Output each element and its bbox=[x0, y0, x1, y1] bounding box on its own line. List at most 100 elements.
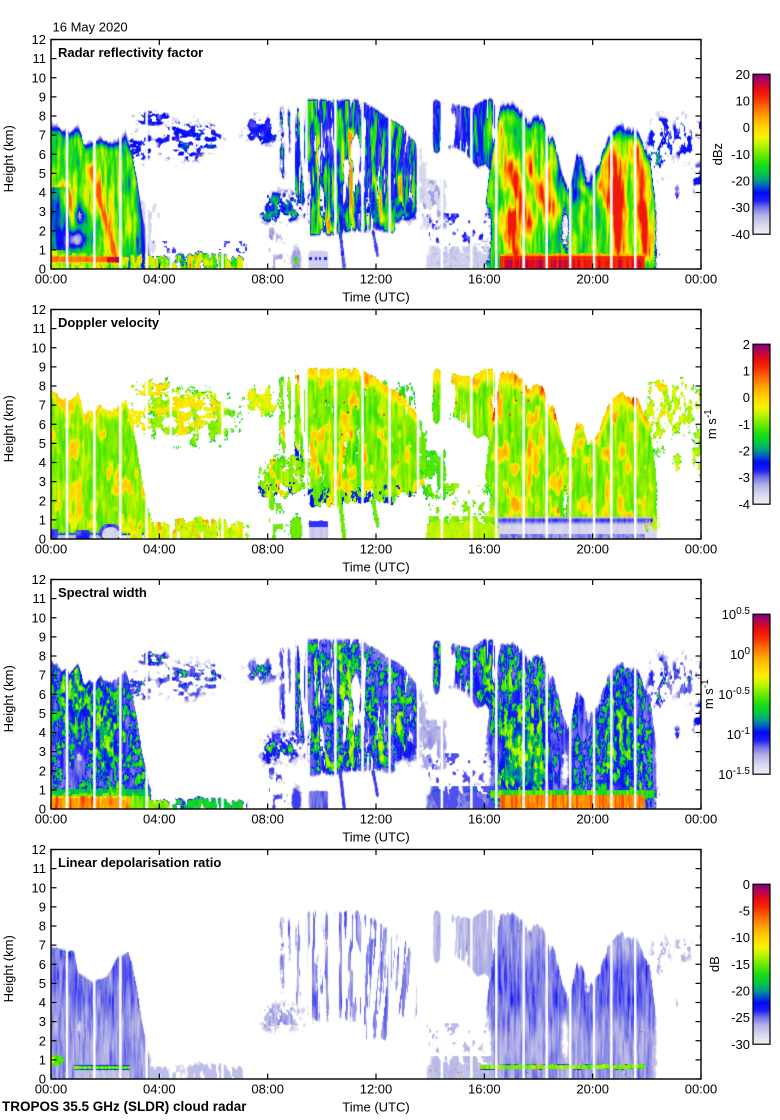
svg-text:7: 7 bbox=[39, 938, 46, 953]
svg-text:-15: -15 bbox=[731, 957, 750, 972]
svg-text:00:00: 00:00 bbox=[685, 1082, 718, 1097]
svg-text:3: 3 bbox=[39, 204, 46, 219]
svg-text:6: 6 bbox=[39, 687, 46, 702]
svg-text:20: 20 bbox=[736, 67, 750, 82]
svg-text:8: 8 bbox=[39, 649, 46, 664]
svg-text:5: 5 bbox=[39, 976, 46, 991]
svg-text:4: 4 bbox=[39, 995, 46, 1010]
svg-text:2: 2 bbox=[39, 223, 46, 238]
svg-text:-1: -1 bbox=[738, 417, 750, 432]
svg-text:8: 8 bbox=[39, 379, 46, 394]
svg-text:Height (km): Height (km) bbox=[1, 395, 16, 462]
svg-text:12: 12 bbox=[32, 842, 46, 857]
svg-text:-3: -3 bbox=[738, 470, 750, 485]
svg-text:08:00: 08:00 bbox=[251, 812, 284, 827]
svg-text:Spectral width: Spectral width bbox=[58, 585, 147, 600]
svg-text:1: 1 bbox=[743, 364, 750, 379]
svg-text:12: 12 bbox=[32, 32, 46, 47]
svg-text:Radar reflectivity factor: Radar reflectivity factor bbox=[58, 45, 203, 60]
svg-text:Time (UTC): Time (UTC) bbox=[342, 1100, 409, 1115]
svg-text:10-1.5: 10-1.5 bbox=[718, 766, 750, 782]
svg-text:4: 4 bbox=[39, 185, 46, 200]
svg-text:00:00: 00:00 bbox=[35, 812, 68, 827]
svg-text:20:00: 20:00 bbox=[576, 272, 609, 287]
svg-text:0: 0 bbox=[39, 262, 46, 277]
svg-text:20:00: 20:00 bbox=[576, 812, 609, 827]
svg-text:3: 3 bbox=[39, 744, 46, 759]
svg-text:5: 5 bbox=[39, 166, 46, 181]
svg-text:12:00: 12:00 bbox=[360, 542, 393, 557]
svg-text:10: 10 bbox=[32, 880, 46, 895]
svg-text:16:00: 16:00 bbox=[468, 812, 501, 827]
svg-text:04:00: 04:00 bbox=[143, 1082, 176, 1097]
svg-text:00:00: 00:00 bbox=[35, 1082, 68, 1097]
svg-text:-30: -30 bbox=[731, 200, 750, 215]
svg-text:3: 3 bbox=[39, 474, 46, 489]
svg-text:6: 6 bbox=[39, 417, 46, 432]
svg-text:11: 11 bbox=[33, 861, 47, 876]
svg-text:08:00: 08:00 bbox=[251, 272, 284, 287]
svg-text:16:00: 16:00 bbox=[468, 542, 501, 557]
svg-text:2: 2 bbox=[743, 337, 750, 352]
svg-text:100: 100 bbox=[730, 646, 750, 662]
svg-text:Time (UTC): Time (UTC) bbox=[342, 560, 409, 575]
svg-text:9: 9 bbox=[39, 359, 46, 374]
svg-text:-2: -2 bbox=[738, 444, 750, 459]
svg-text:6: 6 bbox=[39, 147, 46, 162]
svg-text:10: 10 bbox=[32, 340, 46, 355]
svg-text:9: 9 bbox=[39, 899, 46, 914]
svg-text:TROPOS 35.5 GHz (SLDR) cloud r: TROPOS 35.5 GHz (SLDR) cloud radar bbox=[2, 1099, 247, 1114]
svg-text:Height (km): Height (km) bbox=[1, 935, 16, 1002]
svg-text:20:00: 20:00 bbox=[576, 542, 609, 557]
svg-text:20:00: 20:00 bbox=[576, 1082, 609, 1097]
svg-text:5: 5 bbox=[39, 706, 46, 721]
svg-text:Time (UTC): Time (UTC) bbox=[342, 290, 409, 305]
svg-text:9: 9 bbox=[39, 629, 46, 644]
svg-text:1: 1 bbox=[39, 512, 46, 527]
svg-text:100.5: 100.5 bbox=[722, 606, 751, 622]
svg-text:-5: -5 bbox=[738, 904, 750, 919]
svg-text:-25: -25 bbox=[731, 1010, 750, 1025]
svg-text:4: 4 bbox=[39, 455, 46, 470]
svg-text:dBz: dBz bbox=[710, 143, 725, 165]
svg-text:12:00: 12:00 bbox=[360, 812, 393, 827]
svg-text:0: 0 bbox=[743, 390, 750, 405]
svg-text:04:00: 04:00 bbox=[143, 812, 176, 827]
svg-text:0: 0 bbox=[743, 877, 750, 892]
svg-text:11: 11 bbox=[33, 51, 47, 66]
svg-text:10: 10 bbox=[32, 70, 46, 85]
svg-text:0: 0 bbox=[39, 1072, 46, 1087]
svg-text:6: 6 bbox=[39, 957, 46, 972]
svg-text:Doppler velocity: Doppler velocity bbox=[58, 315, 160, 330]
svg-text:Time (UTC): Time (UTC) bbox=[342, 830, 409, 845]
svg-text:8: 8 bbox=[39, 109, 46, 124]
svg-text:m s-1: m s-1 bbox=[700, 679, 716, 709]
svg-text:10-0.5: 10-0.5 bbox=[718, 686, 750, 702]
svg-text:00:00: 00:00 bbox=[685, 812, 718, 827]
svg-text:Height (km): Height (km) bbox=[1, 125, 16, 192]
svg-text:-4: -4 bbox=[738, 497, 750, 512]
svg-text:-20: -20 bbox=[731, 984, 750, 999]
svg-text:16 May 2020: 16 May 2020 bbox=[53, 20, 128, 35]
svg-text:0: 0 bbox=[39, 532, 46, 547]
svg-text:04:00: 04:00 bbox=[143, 542, 176, 557]
svg-text:1: 1 bbox=[39, 1052, 46, 1067]
svg-text:10-1: 10-1 bbox=[727, 726, 751, 742]
svg-text:12: 12 bbox=[32, 302, 46, 317]
svg-text:16:00: 16:00 bbox=[468, 1082, 501, 1097]
svg-text:10: 10 bbox=[736, 94, 750, 109]
svg-text:7: 7 bbox=[39, 398, 46, 413]
svg-text:1: 1 bbox=[39, 242, 46, 257]
svg-text:04:00: 04:00 bbox=[143, 272, 176, 287]
svg-text:dB: dB bbox=[707, 956, 722, 972]
svg-text:Linear depolarisation ratio: Linear depolarisation ratio bbox=[58, 855, 221, 870]
svg-text:2: 2 bbox=[39, 493, 46, 508]
svg-text:7: 7 bbox=[39, 128, 46, 143]
svg-text:7: 7 bbox=[39, 668, 46, 683]
svg-text:-10: -10 bbox=[731, 930, 750, 945]
svg-text:m s-1: m s-1 bbox=[703, 409, 719, 439]
svg-text:00:00: 00:00 bbox=[685, 542, 718, 557]
svg-text:8: 8 bbox=[39, 919, 46, 934]
svg-text:3: 3 bbox=[39, 1014, 46, 1029]
svg-text:11: 11 bbox=[33, 591, 47, 606]
